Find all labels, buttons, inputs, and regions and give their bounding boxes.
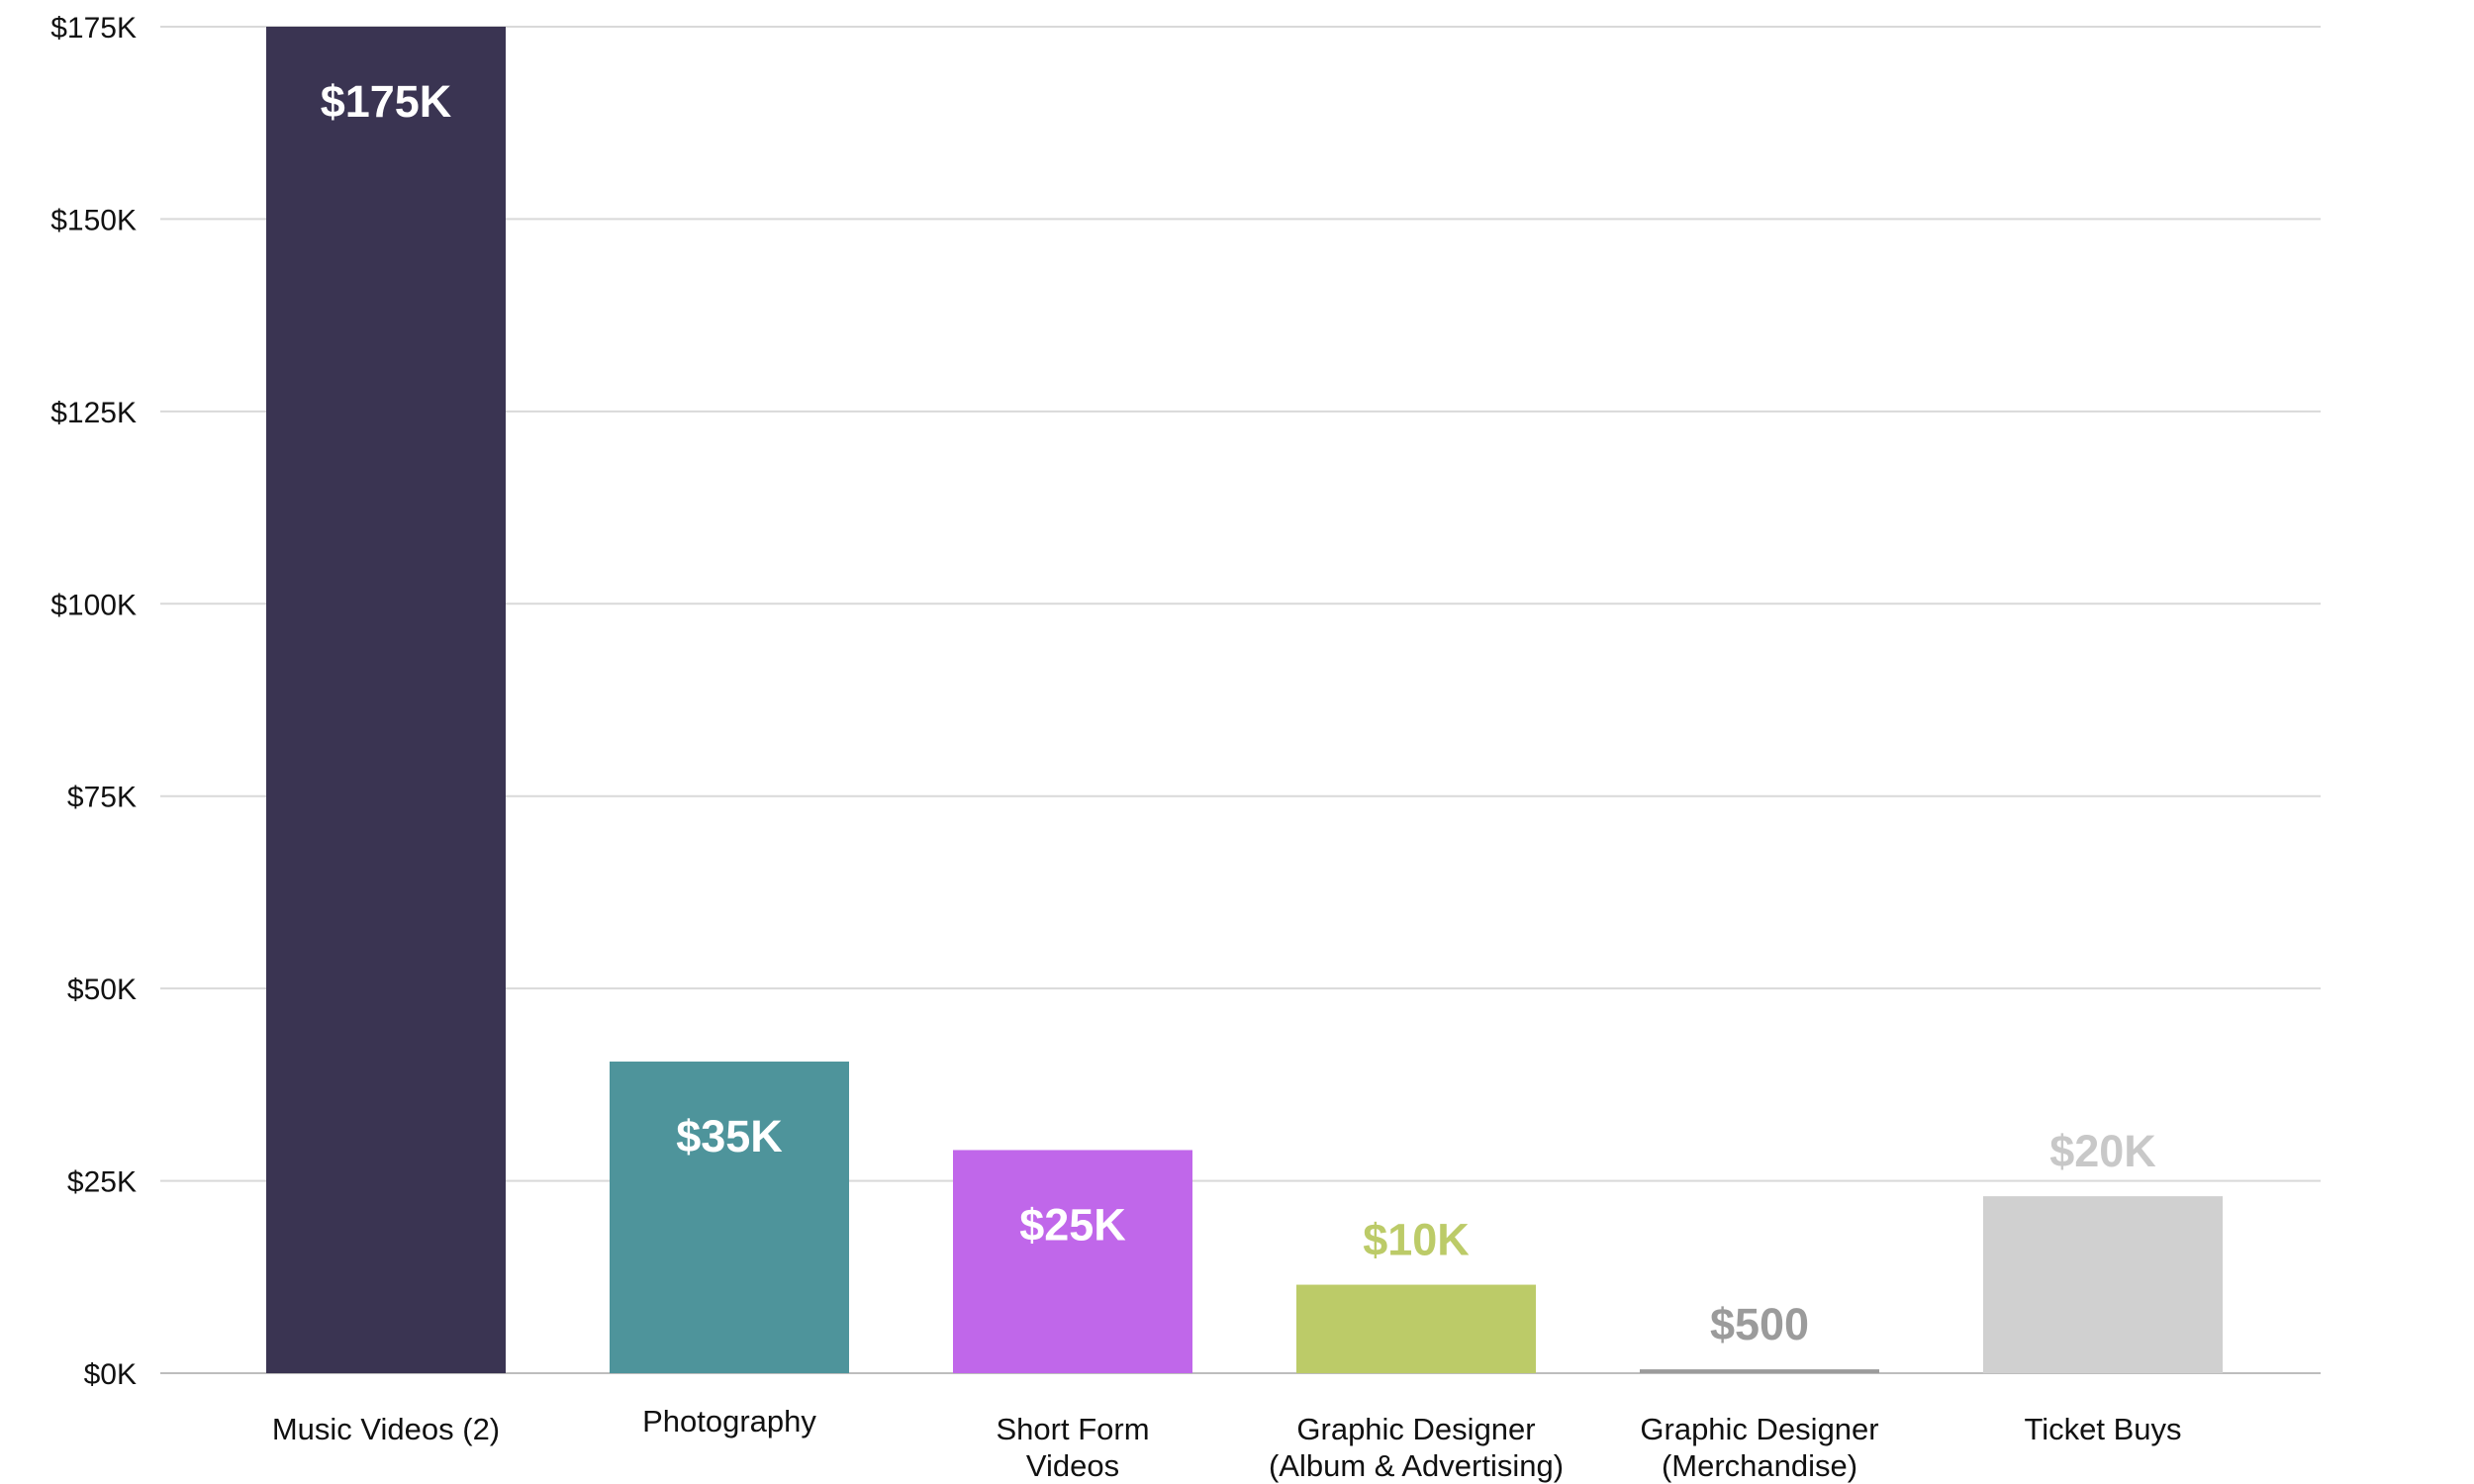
y-tick-label: $100K — [50, 589, 137, 621]
category-label: Photography — [642, 1404, 816, 1438]
category-label: Graphic Designer — [1640, 1412, 1878, 1446]
y-tick-label: $25K — [67, 1166, 137, 1199]
category-label: Videos — [1026, 1448, 1119, 1483]
bar — [610, 1062, 849, 1373]
data-label: $20K — [2049, 1126, 2156, 1176]
category-label: (Album & Advertising) — [1269, 1448, 1564, 1483]
bars — [266, 27, 2223, 1373]
y-tick-label: $175K — [50, 12, 137, 45]
category-label: Graphic Designer — [1296, 1412, 1535, 1446]
gridlines — [160, 26, 2321, 1374]
y-tick-label: $0K — [84, 1358, 137, 1391]
data-label: $500 — [1710, 1299, 1809, 1349]
bar — [953, 1150, 1192, 1373]
bar — [1983, 1196, 2223, 1373]
bar — [266, 27, 506, 1373]
category-label: Short Form — [996, 1412, 1149, 1446]
category-label: (Merchandise) — [1662, 1448, 1857, 1483]
y-axis-tick-labels: $0K $25K $50K $75K $100K $125K $150K $175K — [50, 12, 137, 1391]
data-label: $25K — [1019, 1199, 1126, 1250]
data-label: $175K — [321, 76, 452, 127]
category-label: Ticket Buys — [2024, 1412, 2181, 1446]
data-labels: $175K $35K $25K $10K $500 $20K — [321, 76, 2157, 1349]
y-tick-label: $75K — [67, 782, 137, 814]
y-tick-label: $50K — [67, 974, 137, 1006]
data-label: $10K — [1363, 1215, 1470, 1265]
y-tick-label: $125K — [50, 397, 137, 429]
category-label: Music Videos (2) — [272, 1412, 500, 1446]
y-tick-label: $150K — [50, 204, 137, 236]
bar — [1640, 1369, 1879, 1373]
bar — [1296, 1284, 1536, 1373]
x-axis-category-labels: Music Videos (2) Photography Short FormVid… — [272, 1404, 2182, 1483]
data-label: $35K — [676, 1111, 783, 1161]
